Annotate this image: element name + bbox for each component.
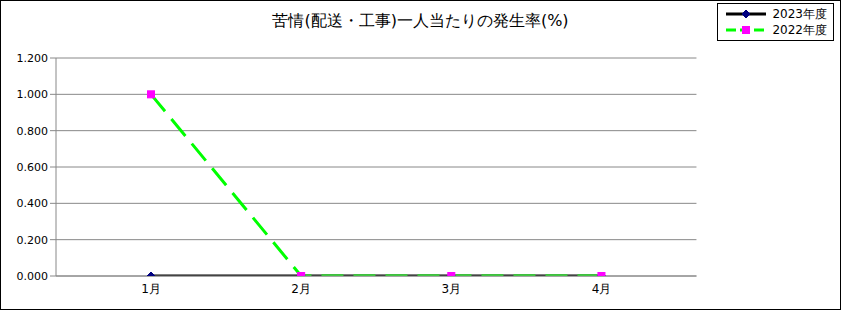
html-text:2022年度: 2022年度 (772, 23, 827, 37)
html-text:苦情(配送・工事)一人当たりの発生率(%): 苦情(配送・工事)一人当たりの発生率(%) (272, 11, 569, 30)
svg-text:4月: 4月 (592, 282, 612, 296)
svg-text:0.200: 0.200 (17, 234, 49, 247)
svg-text:0.800: 0.800 (17, 125, 49, 138)
svg-text:0.400: 0.400 (17, 197, 49, 210)
svg-text:1.200: 1.200 (17, 52, 49, 65)
svg-text:0.000: 0.000 (17, 270, 49, 283)
svg-text:2月: 2月 (291, 282, 311, 296)
svg-text:3月: 3月 (441, 282, 461, 296)
svg-text:1.000: 1.000 (17, 88, 49, 101)
html-text:2023年度: 2023年度 (772, 7, 827, 21)
svg-text:0.600: 0.600 (17, 161, 49, 174)
svg-text:1月: 1月 (141, 282, 161, 296)
